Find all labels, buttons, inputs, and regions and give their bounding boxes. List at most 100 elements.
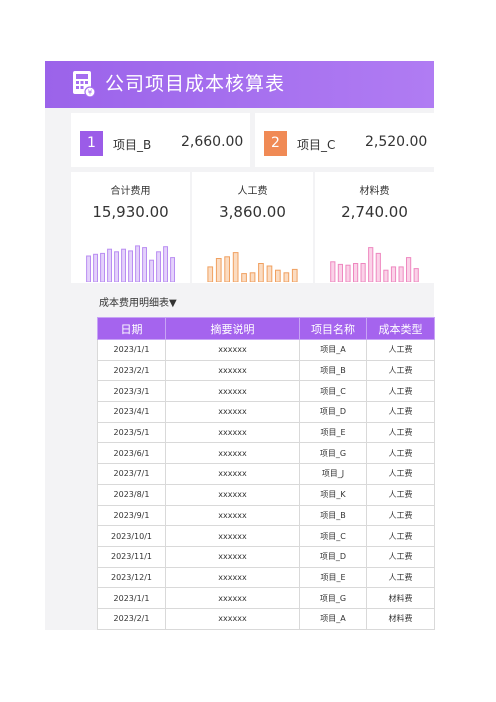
kpi-project-value: 2,660.00 bbox=[181, 134, 244, 150]
chart-bar bbox=[283, 272, 290, 282]
cost-type-cell[interactable]: 人工费 bbox=[366, 339, 435, 361]
summary-cell[interactable]: xxxxxx bbox=[165, 421, 300, 444]
cost-type-cell[interactable]: 人工费 bbox=[366, 483, 435, 506]
table-row[interactable]: 2023/6/1 xxxxxx 项目_G 人工费 bbox=[97, 442, 435, 465]
table-row[interactable]: 2023/9/1 xxxxxx 项目_B 人工费 bbox=[97, 504, 435, 527]
chart-bar bbox=[149, 259, 154, 282]
table-row[interactable]: 2023/10/1 xxxxxx 项目_C 人工费 bbox=[97, 525, 435, 547]
kpi-rank-badge: 1 bbox=[80, 131, 103, 156]
header-banner: ¥ 公司项目成本核算表 bbox=[45, 61, 434, 108]
summary-cell[interactable]: xxxxxx bbox=[165, 545, 300, 568]
table-row[interactable]: 2023/8/1 xxxxxx 项目_K 人工费 bbox=[97, 483, 435, 506]
cost-type-cell[interactable]: 人工费 bbox=[366, 504, 435, 527]
date-cell[interactable]: 2023/5/1 bbox=[97, 421, 166, 444]
column-header-date[interactable]: 日期 bbox=[97, 317, 166, 340]
date-cell[interactable]: 2023/9/1 bbox=[97, 504, 166, 527]
project-cell[interactable]: 项目_J bbox=[299, 463, 367, 485]
summary-card-material: 材料费 2,740.00 bbox=[315, 172, 434, 283]
date-cell[interactable]: 2023/6/1 bbox=[97, 442, 166, 465]
project-cell[interactable]: 项目_A bbox=[299, 607, 367, 630]
chart-bar bbox=[232, 252, 239, 282]
table-row[interactable]: 2023/7/1 xxxxxx 项目_J 人工费 bbox=[97, 463, 435, 485]
cost-type-cell[interactable]: 人工费 bbox=[366, 421, 435, 444]
summary-cell[interactable]: xxxxxx bbox=[165, 380, 300, 403]
detail-table-title[interactable]: 成本费用明细表▼ bbox=[99, 298, 177, 309]
column-header-cost-type[interactable]: 成本类型 bbox=[366, 317, 435, 340]
card-label: 材料费 bbox=[359, 186, 390, 197]
summary-cell[interactable]: xxxxxx bbox=[165, 587, 300, 609]
project-cell[interactable]: 项目_C bbox=[299, 525, 367, 547]
table-row[interactable]: 2023/12/1 xxxxxx 项目_E 人工费 bbox=[97, 566, 435, 589]
project-cell[interactable]: 项目_E bbox=[299, 566, 367, 589]
cost-type-cell[interactable]: 材料费 bbox=[366, 607, 435, 630]
date-cell[interactable]: 2023/7/1 bbox=[97, 463, 166, 485]
mini-bar-chart bbox=[86, 245, 175, 282]
table-row[interactable]: 2023/2/1 xxxxxx 项目_A 材料费 bbox=[97, 607, 435, 630]
chart-bar bbox=[383, 269, 389, 282]
project-cell[interactable]: 项目_B bbox=[299, 359, 367, 382]
card-label: 人工费 bbox=[237, 186, 268, 197]
chart-bar bbox=[107, 248, 112, 282]
chart-bar bbox=[128, 250, 133, 282]
table-row[interactable]: 2023/5/1 xxxxxx 项目_E 人工费 bbox=[97, 421, 435, 444]
kpi-card-2: 2 项目_C 2,520.00 bbox=[255, 113, 434, 167]
summary-cell[interactable]: xxxxxx bbox=[165, 339, 300, 361]
project-cell[interactable]: 项目_G bbox=[299, 442, 367, 465]
date-cell[interactable]: 2023/8/1 bbox=[97, 483, 166, 506]
summary-cell[interactable]: xxxxxx bbox=[165, 525, 300, 547]
table-row[interactable]: 2023/1/1 xxxxxx 项目_A 人工费 bbox=[97, 339, 435, 361]
chart-bar bbox=[413, 268, 419, 282]
column-header-project[interactable]: 项目名称 bbox=[299, 317, 367, 340]
cost-type-cell[interactable]: 材料费 bbox=[366, 587, 435, 609]
summary-cell[interactable]: xxxxxx bbox=[165, 359, 300, 382]
table-row[interactable]: 2023/3/1 xxxxxx 项目_C 人工费 bbox=[97, 380, 435, 403]
cost-type-cell[interactable]: 人工费 bbox=[366, 525, 435, 547]
cost-type-cell[interactable]: 人工费 bbox=[366, 442, 435, 465]
project-cell[interactable]: 项目_D bbox=[299, 545, 367, 568]
date-cell[interactable]: 2023/10/1 bbox=[97, 525, 166, 547]
table-header-row: 日期 摘要说明 项目名称 成本类型 bbox=[97, 317, 435, 340]
chart-bar bbox=[163, 246, 168, 282]
cost-type-cell[interactable]: 人工费 bbox=[366, 545, 435, 568]
date-cell[interactable]: 2023/4/1 bbox=[97, 401, 166, 423]
project-cell[interactable]: 项目_A bbox=[299, 339, 367, 361]
column-header-summary[interactable]: 摘要说明 bbox=[165, 317, 300, 340]
project-cell[interactable]: 项目_K bbox=[299, 483, 367, 506]
project-cell[interactable]: 项目_E bbox=[299, 421, 367, 444]
summary-cell[interactable]: xxxxxx bbox=[165, 483, 300, 506]
date-cell[interactable]: 2023/12/1 bbox=[97, 566, 166, 589]
project-cell[interactable]: 项目_D bbox=[299, 401, 367, 423]
cost-type-cell[interactable]: 人工费 bbox=[366, 380, 435, 403]
date-cell[interactable]: 2023/3/1 bbox=[97, 380, 166, 403]
project-cell[interactable]: 项目_B bbox=[299, 504, 367, 527]
chart-bar bbox=[330, 261, 336, 282]
summary-cell[interactable]: xxxxxx bbox=[165, 566, 300, 589]
date-cell[interactable]: 2023/2/1 bbox=[97, 607, 166, 630]
date-cell[interactable]: 2023/1/1 bbox=[97, 339, 166, 361]
chart-bar bbox=[249, 272, 256, 282]
chart-bar bbox=[86, 255, 92, 282]
date-cell[interactable]: 2023/1/1 bbox=[97, 587, 166, 609]
summary-cell[interactable]: xxxxxx bbox=[165, 463, 300, 485]
cost-type-cell[interactable]: 人工费 bbox=[366, 401, 435, 423]
table-row[interactable]: 2023/1/1 xxxxxx 项目_G 材料费 bbox=[97, 587, 435, 609]
page-title: 公司项目成本核算表 bbox=[105, 73, 286, 95]
project-cell[interactable]: 项目_G bbox=[299, 587, 367, 609]
summary-cell[interactable]: xxxxxx bbox=[165, 401, 300, 423]
table-row[interactable]: 2023/4/1 xxxxxx 项目_D 人工费 bbox=[97, 401, 435, 423]
cost-type-cell[interactable]: 人工费 bbox=[366, 463, 435, 485]
kpi-project-name: 项目_C bbox=[297, 138, 336, 152]
summary-cell[interactable]: xxxxxx bbox=[165, 504, 300, 527]
kpi-rank-badge: 2 bbox=[264, 131, 287, 156]
summary-cell[interactable]: xxxxxx bbox=[165, 442, 300, 465]
svg-text:¥: ¥ bbox=[88, 89, 93, 97]
cost-type-cell[interactable]: 人工费 bbox=[366, 359, 435, 382]
table-row[interactable]: 2023/11/1 xxxxxx 项目_D 人工费 bbox=[97, 545, 435, 568]
table-row[interactable]: 2023/2/1 xxxxxx 项目_B 人工费 bbox=[97, 359, 435, 382]
card-label: 合计费用 bbox=[110, 186, 151, 197]
cost-type-cell[interactable]: 人工费 bbox=[366, 566, 435, 589]
summary-cell[interactable]: xxxxxx bbox=[165, 607, 300, 630]
project-cell[interactable]: 项目_C bbox=[299, 380, 367, 403]
date-cell[interactable]: 2023/11/1 bbox=[97, 545, 166, 568]
date-cell[interactable]: 2023/2/1 bbox=[97, 359, 166, 382]
